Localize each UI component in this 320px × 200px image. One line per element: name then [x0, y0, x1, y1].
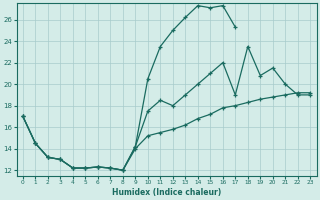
X-axis label: Humidex (Indice chaleur): Humidex (Indice chaleur) [112, 188, 221, 197]
